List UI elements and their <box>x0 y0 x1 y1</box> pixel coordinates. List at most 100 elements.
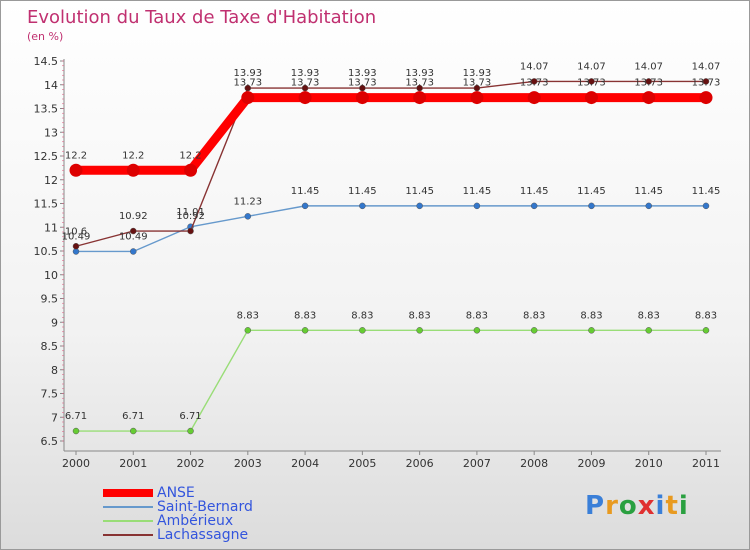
legend: ANSE Saint-Bernard Ambérieux Lachassagne <box>103 486 253 542</box>
data-point <box>187 227 194 235</box>
data-point <box>359 327 366 334</box>
data-label: 11.45 <box>520 186 549 197</box>
data-label: 8.83 <box>638 310 660 321</box>
legend-label: Ambérieux <box>157 513 234 529</box>
y-tick-label: 7.5 <box>41 388 59 401</box>
data-label: 11.45 <box>463 186 492 197</box>
data-label: 13.73 <box>405 78 434 89</box>
data-point <box>702 78 710 85</box>
legend-swatch <box>103 506 153 508</box>
data-label: 13.73 <box>291 78 320 89</box>
x-tick-label: 2002 <box>177 457 205 470</box>
proxiti-logo: Proxiti <box>585 491 689 521</box>
data-label: 14.07 <box>692 61 721 72</box>
x-tick-label: 2007 <box>463 457 491 470</box>
data-point <box>355 91 369 105</box>
data-label: 8.83 <box>580 310 602 321</box>
data-label: 8.83 <box>466 310 488 321</box>
data-point <box>645 202 652 210</box>
data-point <box>130 248 137 255</box>
data-point <box>359 202 366 210</box>
data-point <box>702 202 710 210</box>
data-label: 13.73 <box>348 78 377 89</box>
data-label: 10.49 <box>119 231 148 242</box>
data-label: 8.83 <box>695 310 717 321</box>
data-point <box>530 78 538 85</box>
series-line-lachassagne <box>75 80 706 247</box>
x-tick-label: 2011 <box>692 457 720 470</box>
data-point <box>187 427 194 435</box>
data-point <box>702 327 710 334</box>
data-point <box>584 91 598 105</box>
data-label: 8.83 <box>409 310 431 321</box>
y-tick-label: 14 <box>44 79 58 92</box>
data-label: 10.92 <box>119 211 148 222</box>
legend-item: Ambérieux <box>103 514 253 528</box>
data-point <box>184 163 198 177</box>
legend-swatch <box>103 489 153 497</box>
data-point <box>69 163 83 177</box>
data-label: 13.93 <box>233 68 262 79</box>
data-label: 13.73 <box>577 78 606 89</box>
x-tick-label: 2003 <box>234 457 262 470</box>
x-tick-label: 2004 <box>291 457 319 470</box>
y-tick-label: 8 <box>51 364 58 377</box>
y-tick-label: 10.5 <box>34 245 59 258</box>
data-point <box>244 327 252 334</box>
legend-label: ANSE <box>157 485 195 501</box>
data-label: 8.83 <box>237 310 259 321</box>
y-tick-label: 12 <box>44 174 58 187</box>
data-label: 13.93 <box>291 68 320 79</box>
series-line-anse <box>76 93 706 175</box>
legend-item: ANSE <box>103 486 253 500</box>
data-point <box>473 327 481 334</box>
logo-letter: i <box>678 491 689 521</box>
y-tick-label: 13.5 <box>34 103 59 116</box>
data-label: 14.07 <box>577 61 606 72</box>
data-label: 10.92 <box>176 211 205 222</box>
data-label: 11.45 <box>405 186 434 197</box>
logo-letter: r <box>605 491 619 521</box>
legend-swatch <box>103 520 153 522</box>
data-point <box>588 327 595 334</box>
data-label: 14.07 <box>634 61 663 72</box>
data-label: 6.71 <box>65 411 87 422</box>
data-point <box>413 91 427 105</box>
data-point <box>244 213 252 220</box>
unit-label: (en %) <box>27 30 64 43</box>
data-point <box>699 91 713 105</box>
data-label: 8.83 <box>523 310 545 321</box>
y-tick-label: 11 <box>44 221 58 234</box>
data-point <box>72 243 80 250</box>
data-point <box>645 78 652 85</box>
y-tick-label: 9 <box>51 316 58 329</box>
data-point <box>642 91 656 105</box>
data-label: 11.45 <box>577 186 606 197</box>
x-tick-label: 2009 <box>577 457 605 470</box>
data-point <box>130 227 137 235</box>
y-tick-label: 8.5 <box>41 340 59 353</box>
data-label: 13.73 <box>233 78 262 89</box>
x-tick-label: 2008 <box>520 457 548 470</box>
data-label: 13.93 <box>463 68 492 79</box>
data-point <box>298 91 312 105</box>
series-line-saint-bernard <box>76 205 706 253</box>
data-label: 12.2 <box>179 150 201 161</box>
data-point <box>470 91 484 105</box>
data-label: 11.45 <box>291 186 320 197</box>
data-label: 11.23 <box>233 196 262 207</box>
data-point <box>473 202 481 210</box>
y-tick-label: 10 <box>44 269 58 282</box>
data-point <box>530 327 538 334</box>
y-tick-label: 12.5 <box>34 150 59 163</box>
series-line-amb-rieux <box>76 329 706 432</box>
data-point <box>416 202 423 210</box>
y-tick-label: 13 <box>44 126 58 139</box>
data-point <box>588 202 595 210</box>
legend-label: Lachassagne <box>157 527 249 543</box>
data-label: 11.45 <box>692 186 721 197</box>
data-label: 11.45 <box>634 186 663 197</box>
y-tick-label: 9.5 <box>41 293 59 306</box>
